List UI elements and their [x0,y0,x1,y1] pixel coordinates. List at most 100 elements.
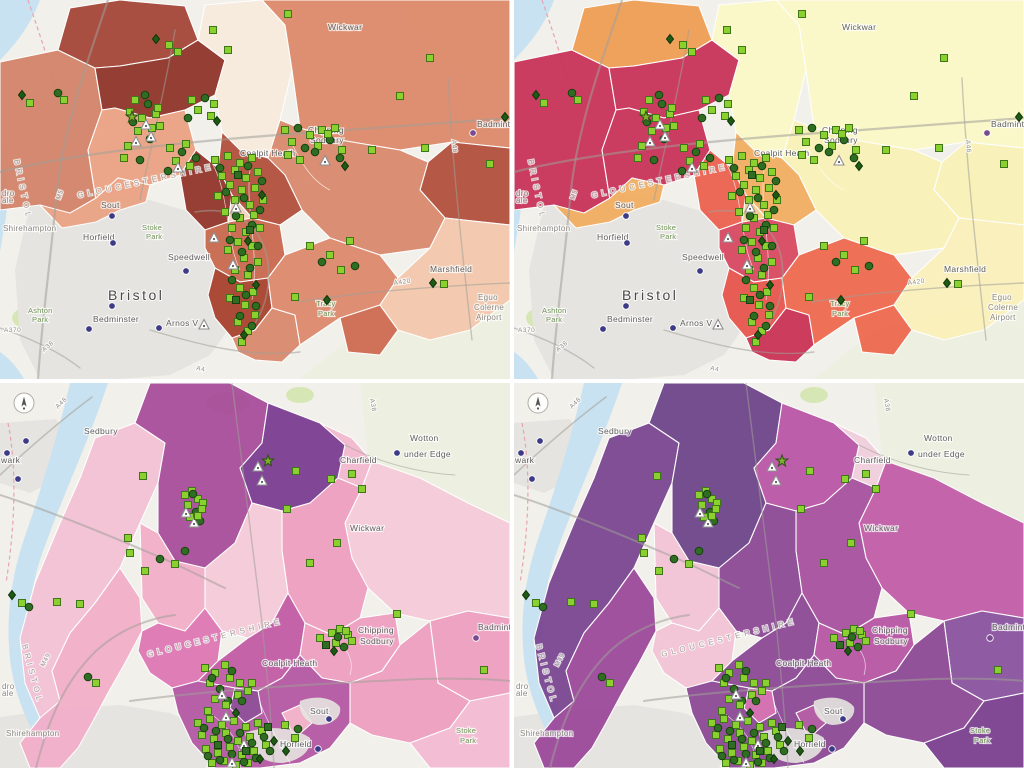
dark-green-circle-marker[interactable] [567,88,577,98]
bright-green-square-marker[interactable] [250,747,258,755]
bright-green-square-marker[interactable] [655,567,663,575]
bright-green-square-marker[interactable] [236,284,244,292]
bright-green-square-marker[interactable] [795,126,803,134]
dark-green-circle-marker[interactable] [779,746,789,756]
map-canvas-choropleth-pinks[interactable]: Sedbury wark Wotton under Edge Charfield Wick… [0,383,510,768]
dark-green-circle-marker[interactable] [847,632,857,642]
bright-green-square-marker[interactable] [306,559,314,567]
bright-green-square-marker[interactable] [752,186,760,194]
dark-green-diamond-marker[interactable] [665,33,675,45]
dark-green-circle-marker[interactable] [215,163,225,173]
dark-green-circle-marker[interactable] [180,546,190,556]
dark-green-diamond-marker[interactable] [942,277,952,289]
dark-green-diamond-marker[interactable] [428,277,438,289]
dark-green-circle-marker[interactable] [211,726,221,736]
bright-green-square-marker[interactable] [718,707,726,715]
bright-green-square-marker[interactable] [797,505,805,513]
bright-green-square-marker[interactable] [292,467,300,475]
dark-green-circle-marker[interactable] [649,155,659,165]
green-star-marker[interactable] [260,453,276,468]
bright-green-square-marker[interactable] [244,271,252,279]
white-triangle-marker[interactable] [741,258,753,270]
dark-green-circle-marker[interactable] [231,211,241,221]
bright-green-square-marker[interactable] [738,246,746,254]
dark-green-circle-marker[interactable] [694,546,704,556]
white-triangle-marker[interactable] [198,318,210,330]
bright-green-square-marker[interactable] [241,301,249,309]
white-triangle-marker[interactable] [130,135,142,147]
dark-green-circle-marker[interactable] [702,489,712,499]
bright-green-square-marker[interactable] [756,174,764,182]
bright-green-square-marker[interactable] [131,96,139,104]
bright-green-square-marker[interactable] [165,41,173,49]
bright-green-square-marker[interactable] [724,100,732,108]
dark-green-circle-marker[interactable] [755,290,765,300]
dark-green-square-marker[interactable] [242,747,250,755]
bright-green-square-marker[interactable] [764,211,772,219]
white-triangle-marker[interactable] [227,258,239,270]
bright-green-square-marker[interactable] [686,157,694,165]
bright-green-square-marker[interactable] [76,600,84,608]
dark-green-circle-marker[interactable] [247,321,257,331]
bright-green-square-marker[interactable] [234,737,242,745]
bright-green-square-marker[interactable] [728,749,736,757]
bright-green-square-marker[interactable] [184,501,192,509]
dark-green-circle-marker[interactable] [759,263,769,273]
bright-green-square-marker[interactable] [696,140,704,148]
bright-green-square-marker[interactable] [188,96,196,104]
bright-green-square-marker[interactable] [708,719,716,727]
bright-green-square-marker[interactable] [209,26,217,34]
bright-green-square-marker[interactable] [712,505,720,513]
dark-green-diamond-marker[interactable] [757,235,767,247]
white-triangle-marker[interactable] [702,516,714,528]
dark-green-circle-marker[interactable] [705,153,715,163]
dark-green-circle-marker[interactable] [200,93,210,103]
white-triangle-marker[interactable] [730,688,742,700]
bright-green-square-marker[interactable] [328,629,336,637]
dark-green-circle-marker[interactable] [237,247,247,257]
bright-green-square-marker[interactable] [700,162,708,170]
bright-green-square-marker[interactable] [695,491,703,499]
dark-green-circle-marker[interactable] [749,311,759,321]
bright-green-square-marker[interactable] [480,666,488,674]
dark-green-circle-marker[interactable] [853,642,863,652]
dark-green-circle-marker[interactable] [831,257,841,267]
bright-green-square-marker[interactable] [760,201,768,209]
bright-green-square-marker[interactable] [653,472,661,480]
white-triangle-marker[interactable] [659,130,671,142]
choropleth-region[interactable] [923,692,1024,768]
dark-green-circle-marker[interactable] [221,187,231,197]
white-triangle-marker[interactable] [180,506,192,518]
bright-green-square-marker[interactable] [234,691,242,699]
bright-green-square-marker[interactable] [606,679,614,687]
bright-green-square-marker[interactable] [910,92,918,100]
bright-green-square-marker[interactable] [346,237,354,245]
dark-green-circle-marker[interactable] [235,311,245,321]
bright-green-square-marker[interactable] [680,144,688,152]
bright-green-square-marker[interactable] [648,127,656,135]
bright-green-square-marker[interactable] [396,92,404,100]
dark-green-circle-marker[interactable] [713,723,723,733]
bright-green-square-marker[interactable] [204,707,212,715]
dark-green-circle-marker[interactable] [735,187,745,197]
bright-green-square-marker[interactable] [907,610,915,618]
bright-green-square-marker[interactable] [214,192,222,200]
dark-green-diamond-marker[interactable] [340,160,350,172]
dark-green-circle-marker[interactable] [227,275,237,285]
dark-green-circle-marker[interactable] [183,113,193,123]
bright-green-square-marker[interactable] [224,246,232,254]
dark-green-circle-marker[interactable] [199,723,209,733]
bright-green-square-marker[interactable] [337,266,345,274]
green-star-marker[interactable] [638,109,654,124]
bright-green-square-marker[interactable] [740,674,748,682]
bright-green-square-marker[interactable] [756,723,764,731]
map-canvas-choropleth-yellow-orange-red[interactable]: WickwarChippingSodburyBadmintonCoalpit H… [514,0,1024,379]
dark-green-square-marker[interactable] [246,226,254,234]
bright-green-square-marker[interactable] [393,610,401,618]
bright-green-square-marker[interactable] [994,666,1002,674]
white-triangle-marker[interactable] [770,474,782,486]
bright-green-square-marker[interactable] [567,598,575,606]
bright-green-square-marker[interactable] [1000,160,1008,168]
bright-green-square-marker[interactable] [645,96,653,104]
bright-green-square-marker[interactable] [221,661,229,669]
